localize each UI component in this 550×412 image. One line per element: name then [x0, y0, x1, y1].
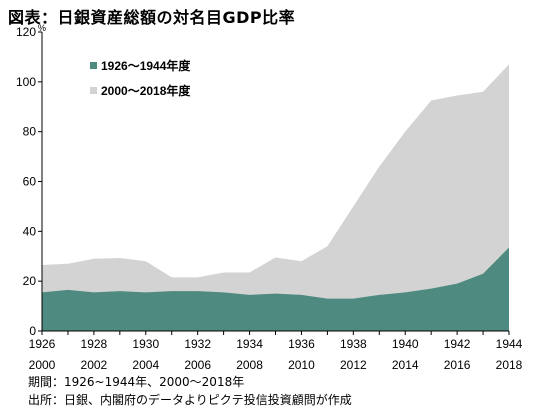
period-note: 期間：1926~1944年、2000～2018年 [28, 375, 245, 389]
x-tick-labels: 1926 1928 1930 1932 1934 1936 1938 1940 1942 1944… [29, 331, 523, 372]
x-tick-label-top: 1926 [29, 337, 56, 351]
x-tick-label-bottom: 2018 [496, 358, 523, 372]
x-tick-label-bottom: 2014 [392, 358, 419, 372]
x-tick-label-top: 1942 [444, 337, 471, 351]
x-tick-label-top: 1940 [392, 337, 419, 351]
y-tick-label: 100 [16, 75, 36, 89]
source-note: 出所：日銀、内閣府のデータよりピクテ投信投資顧問が作成 [28, 393, 352, 407]
x-tick-label-top: 1934 [236, 337, 263, 351]
x-tick-label-bottom: 2000 [29, 358, 56, 372]
x-tick-label-bottom: 2008 [236, 358, 263, 372]
y-tick-label: 80 [23, 125, 37, 139]
x-tick-label-top: 1944 [496, 337, 523, 351]
area-2000-2018 [42, 64, 509, 331]
legend-label-1926-1944: 1926～1944年度 [101, 58, 191, 73]
legend-swatch-1926-1944 [90, 62, 97, 69]
x-tick-label-top: 1936 [288, 337, 315, 351]
y-unit-label: % [38, 23, 46, 33]
y-tick-labels: 0 20 40 60 80 100 120 [16, 25, 42, 338]
x-tick-label-bottom: 2002 [81, 358, 108, 372]
y-tick-label: 120 [16, 25, 36, 39]
x-tick-label-bottom: 2004 [132, 358, 159, 372]
chart-notes: 期間：1926~1944年、2000～2018年 出所：日銀、内閣府のデータより… [28, 373, 352, 409]
x-tick-label-bottom: 2016 [444, 358, 471, 372]
y-tick-label: 0 [29, 324, 36, 338]
x-tick-label-bottom: 2010 [288, 358, 315, 372]
x-tick-label-bottom: 2012 [340, 358, 367, 372]
y-tick-label: 20 [23, 274, 37, 288]
legend-label-2000-2018: 2000～2018年度 [101, 83, 191, 98]
x-tick-label-top: 1932 [184, 337, 211, 351]
plot-areas [42, 64, 509, 331]
x-tick-label-top: 1930 [132, 337, 159, 351]
legend: 1926～1944年度 2000～2018年度 [90, 58, 191, 98]
x-tick-label-top: 1938 [340, 337, 367, 351]
legend-swatch-2000-2018 [90, 87, 97, 94]
y-tick-label: 60 [23, 175, 37, 189]
chart-title: 図表：日銀資産総額の対名目GDP比率 [8, 8, 296, 27]
x-tick-label-top: 1928 [81, 337, 108, 351]
y-tick-label: 40 [23, 224, 37, 238]
x-tick-label-bottom: 2006 [184, 358, 211, 372]
area-1926-1944 [42, 247, 509, 331]
